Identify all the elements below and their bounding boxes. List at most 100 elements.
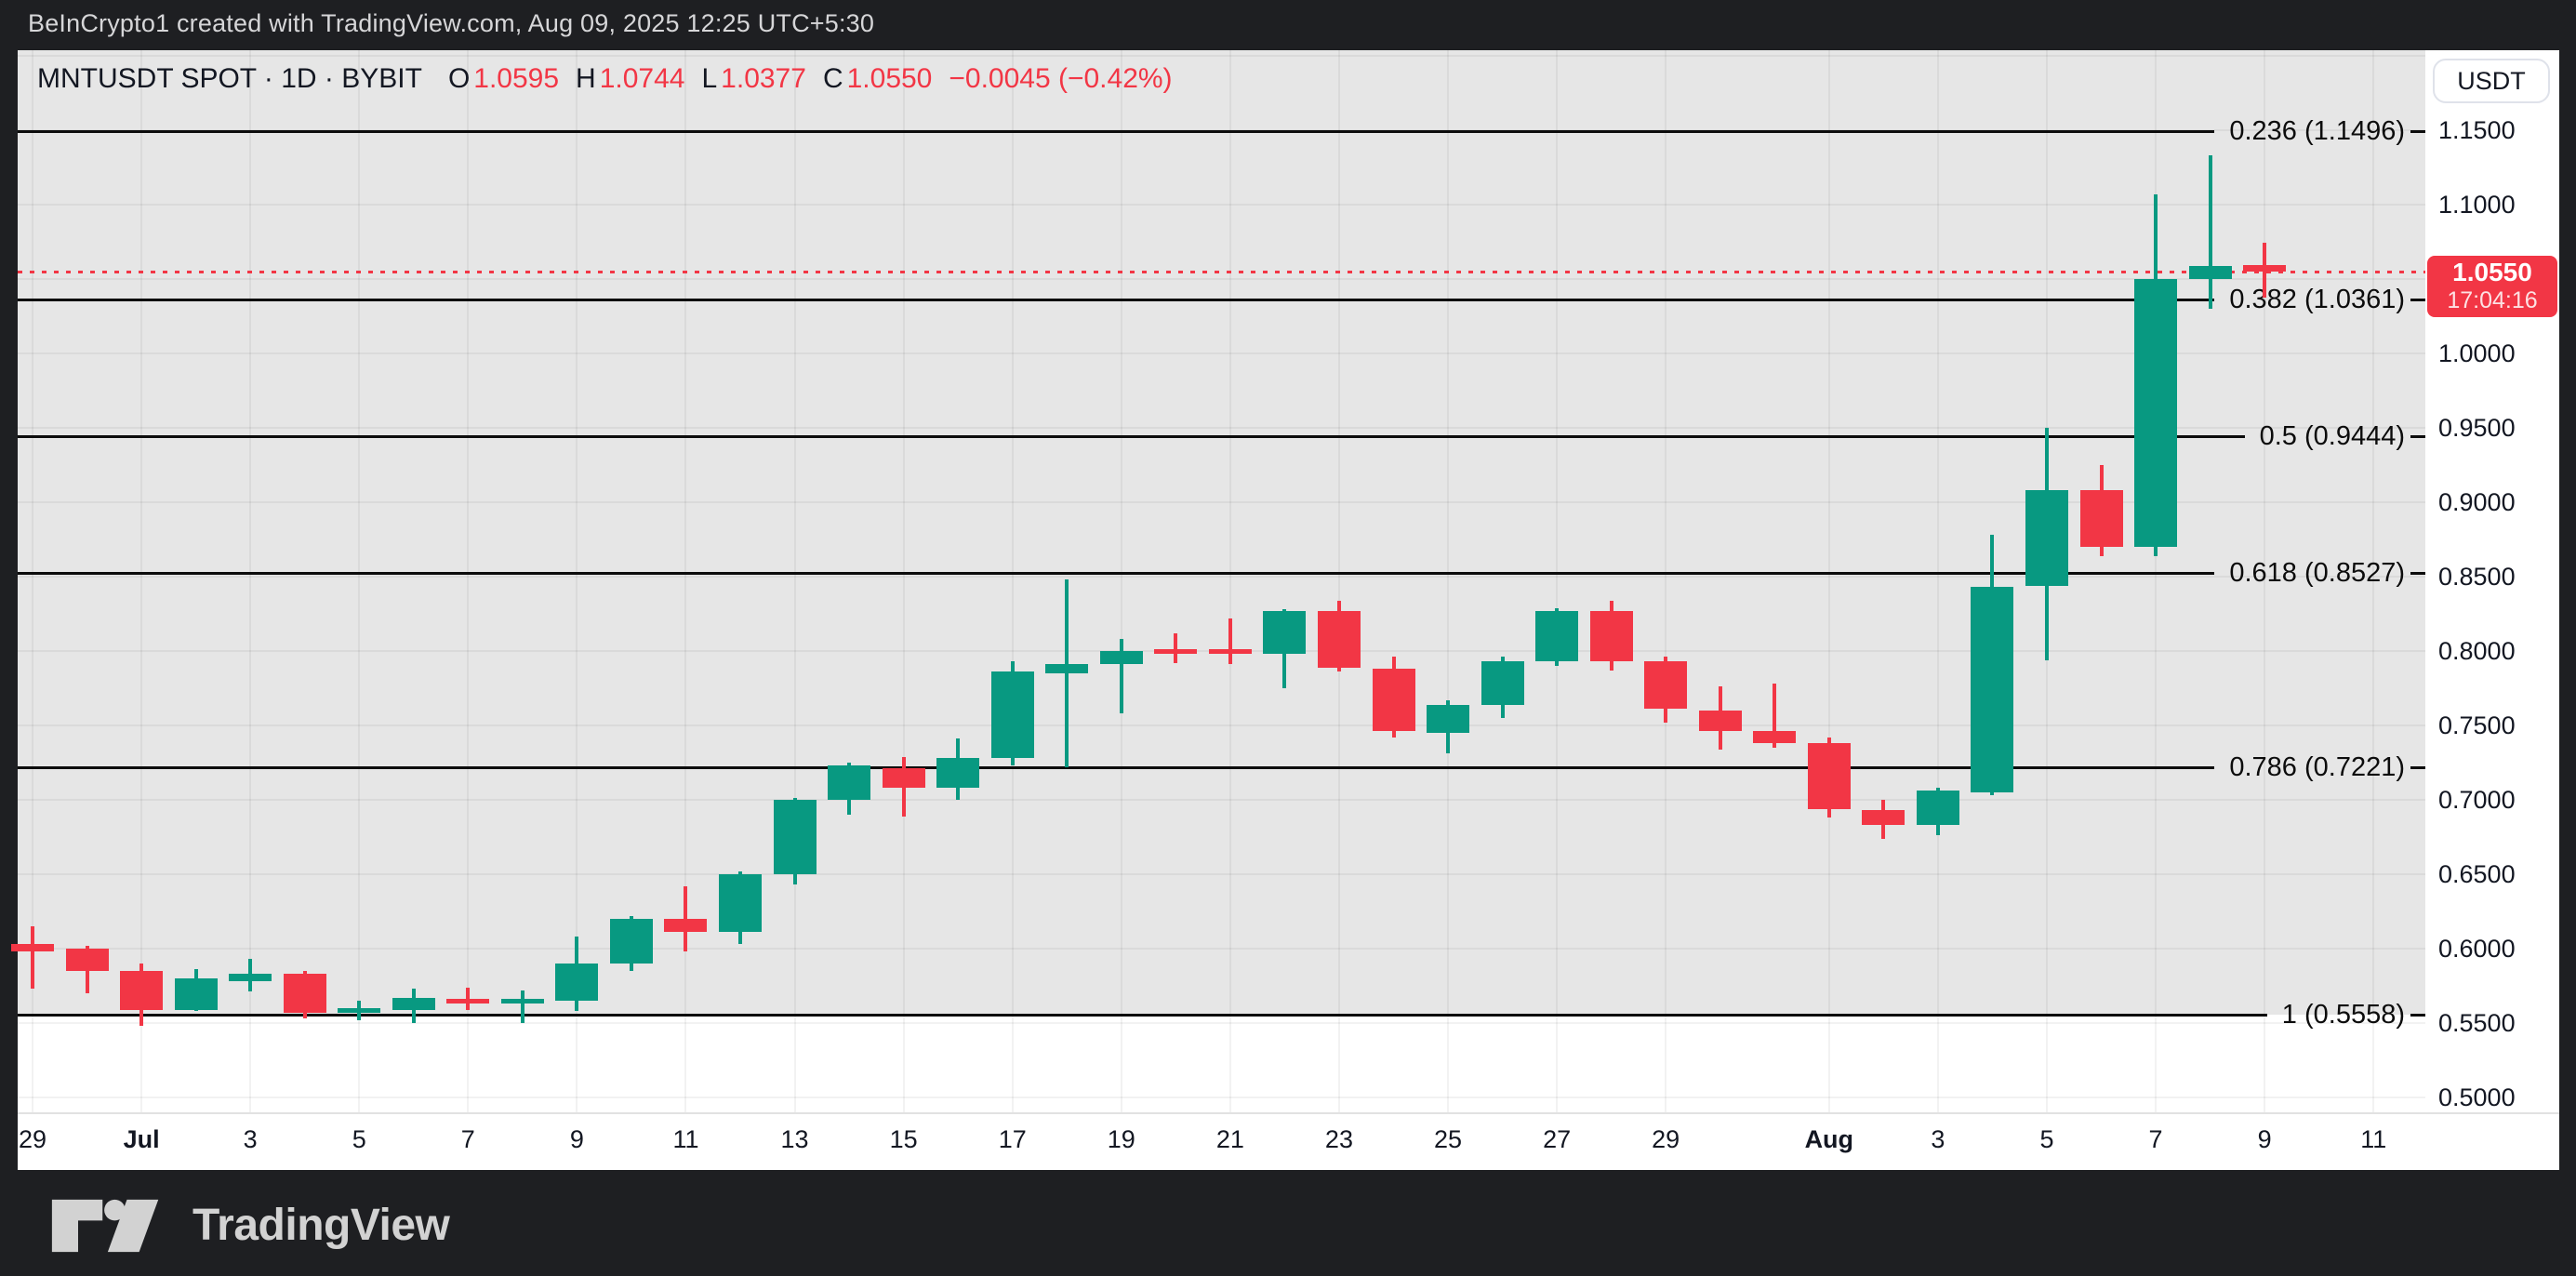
candle-body <box>1263 610 1307 655</box>
legend-part-val: 1.0744 <box>599 63 685 94</box>
legend-part-key: C <box>822 63 843 94</box>
v-gridline <box>2264 50 2266 1112</box>
legend-part-key: H <box>576 63 596 94</box>
candle-body <box>828 765 871 800</box>
time-tick-label: 19 <box>1107 1125 1135 1153</box>
fib-level-label[interactable]: 0.382 (1.0361) <box>2229 285 2405 315</box>
legend-part-val: 1.0595 <box>473 63 560 94</box>
candle-body <box>1644 661 1688 710</box>
v-gridline <box>2372 50 2375 1112</box>
h-gridline <box>18 576 2425 578</box>
fib-line <box>18 434 2245 438</box>
fib-level-label[interactable]: 0.618 (0.8527) <box>2229 557 2405 588</box>
last-price-tag: 1.0550 17:04:16 <box>2427 256 2557 317</box>
candle-body <box>719 874 763 933</box>
fib-line-stub <box>2410 1013 2425 1017</box>
candle-body <box>1099 651 1143 665</box>
candle-body <box>2025 490 2068 586</box>
fib-line <box>18 1013 2267 1017</box>
candle-body <box>174 978 218 1010</box>
v-gridline <box>902 50 905 1112</box>
fib-level-label[interactable]: 1 (0.5558) <box>2281 999 2405 1030</box>
price-tick-label: 0.7500 <box>2438 711 2516 739</box>
time-tick-label: 7 <box>2148 1125 2163 1153</box>
fib-level-label[interactable]: 0.786 (0.7221) <box>2229 751 2405 782</box>
h-gridline <box>18 352 2425 354</box>
time-tick-label: Jul <box>123 1125 160 1153</box>
time-tick-label: Aug <box>1804 1125 1854 1153</box>
time-tick-label: 7 <box>460 1125 475 1153</box>
candle-body <box>664 919 708 933</box>
candle-wick <box>684 885 688 952</box>
header-bar: BeInCrypto1 created with TradingView.com… <box>0 0 2576 50</box>
candle-wick <box>1228 618 1232 665</box>
time-tick-label: 21 <box>1215 1125 1244 1153</box>
candle-body <box>500 999 544 1004</box>
price-tick-label: 0.6000 <box>2438 935 2516 963</box>
price-tick-label: 1.0000 <box>2438 339 2516 367</box>
time-tick-label: 11 <box>2360 1125 2387 1153</box>
candle-body <box>11 944 54 952</box>
tradingview-logo-link[interactable]: TradingView <box>51 1198 450 1254</box>
time-tick-label: 5 <box>352 1125 366 1153</box>
candle-body <box>2079 490 2123 547</box>
price-tick-label: 0.5000 <box>2438 1083 2516 1111</box>
v-gridline <box>576 50 578 1112</box>
candle-body <box>2188 265 2232 279</box>
price-tick-label: 0.7000 <box>2438 786 2516 814</box>
time-tick-label: 9 <box>2257 1125 2272 1153</box>
time-axis[interactable]: 29 Jul 3 5 7 9 11 13 15 17 19 21 23 25 27 29 Aug 3 5 7 9 11 <box>18 1112 2559 1170</box>
price-tick-label: 0.8000 <box>2438 637 2516 665</box>
v-gridline <box>793 50 796 1112</box>
h-gridline <box>18 873 2425 875</box>
candle-wick <box>1065 579 1069 767</box>
candle-body <box>1916 791 1959 826</box>
candle-body <box>1045 664 1089 673</box>
price-tick-label: 0.9500 <box>2438 414 2516 442</box>
price-axis[interactable]: USDT 1.1500 1.1000 1.0000 0.9500 0.9000 0.850… <box>2425 50 2559 1112</box>
fib-line <box>18 299 2214 302</box>
chart-legend[interactable]: MNTUSDT SPOT · 1D · BYBIT O 1.0595 H 1.0744 L… <box>37 63 1173 95</box>
h-gridline <box>18 427 2425 429</box>
legend-part-key: L <box>701 63 718 94</box>
time-tick-label: 17 <box>998 1125 1027 1153</box>
time-tick-label: 5 <box>2039 1125 2054 1153</box>
fib-level-label[interactable]: 0.236 (1.1496) <box>2229 115 2405 146</box>
candle-body <box>1481 661 1524 705</box>
candle-body <box>1372 669 1415 732</box>
legend-part-sym[interactable]: MNTUSDT SPOT · 1D · BYBIT <box>37 63 422 94</box>
fib-line-stub <box>2410 129 2425 133</box>
candle-body <box>1208 649 1252 655</box>
candle-body <box>936 758 980 789</box>
h-gridline <box>18 1022 2425 1024</box>
h-gridline <box>18 724 2425 726</box>
snapshot-attribution: BeInCrypto1 created with TradingView.com… <box>28 9 875 37</box>
v-gridline <box>1337 50 1340 1112</box>
v-gridline <box>140 50 143 1112</box>
h-gridline <box>18 204 2425 206</box>
footer-bar: TradingView <box>0 1170 2576 1276</box>
time-tick-label: 29 <box>18 1125 47 1153</box>
v-gridline <box>467 50 470 1112</box>
tradingview-logo-icon <box>51 1198 161 1254</box>
candle-body <box>283 974 326 1013</box>
fib-shaded-band <box>18 50 2425 1015</box>
currency-unit-button[interactable]: USDT <box>2433 59 2550 103</box>
candle-wick <box>466 987 471 1010</box>
legend-part-val: 1.0550 <box>846 63 933 94</box>
fib-line <box>18 765 2214 769</box>
candle-body <box>1807 743 1851 809</box>
fib-line-stub <box>2410 765 2425 769</box>
price-tick-label: 0.5500 <box>2438 1009 2516 1037</box>
v-gridline <box>1665 50 1667 1112</box>
current-price-line <box>18 271 2425 273</box>
v-gridline <box>1556 50 1559 1112</box>
candle-body <box>555 964 599 1001</box>
v-gridline <box>32 50 33 1112</box>
candle-body <box>65 949 109 971</box>
v-gridline <box>1936 50 1939 1112</box>
candle-body <box>446 999 490 1004</box>
h-gridline <box>18 55 2425 57</box>
fib-level-label[interactable]: 0.5 (0.9444) <box>2259 420 2405 451</box>
candle-body <box>609 919 653 964</box>
